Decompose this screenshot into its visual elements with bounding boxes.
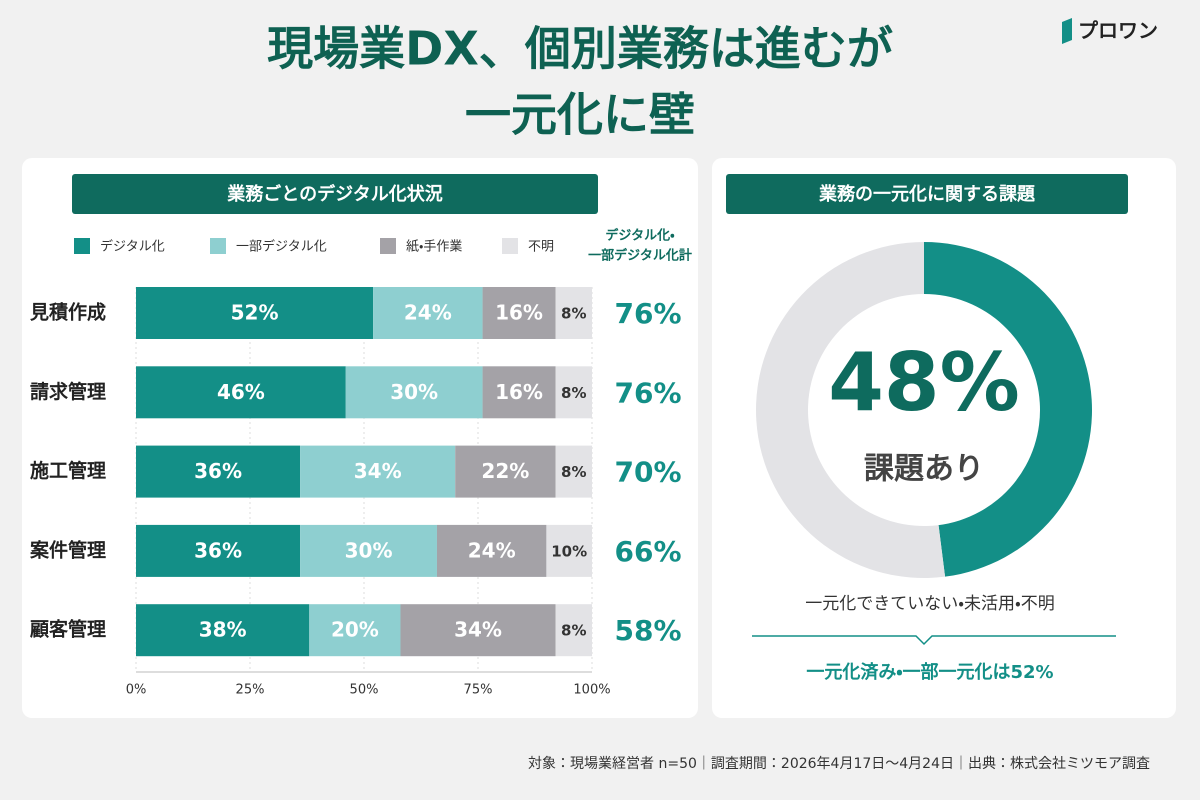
data-label: 34% [354,459,402,483]
bar-segment [482,287,556,339]
data-label: 8% [561,622,586,640]
bar-segment [300,445,456,498]
data-label: 34% [454,618,502,642]
x-tick-label: 25% [236,683,265,698]
category-label: 顧客管理 [30,618,106,641]
legend-label: デジタル化 [100,239,165,255]
bar-segment [345,366,483,419]
x-tick-label: 50% [350,683,379,698]
annotation: 一元化できていない・未活用・不明 [805,594,1055,614]
x-tick-label: 0% [126,683,147,698]
data-label: 16% [495,380,543,404]
donut-segment [924,242,1093,577]
data-label: 8% [561,305,586,323]
data-label: 24% [468,538,516,562]
legend-swatch [380,238,396,254]
bar-segment [136,287,374,339]
data-label: 30% [345,538,393,562]
bar-segment [482,366,556,419]
center-label: 課題あり [864,452,984,487]
legend-swatch [502,238,518,254]
bar-segment [136,604,310,657]
data-label: 24% [404,301,452,325]
chart-title: 業務ごとのデジタル化状況 [226,183,442,205]
total-label: 76% [614,376,681,409]
legend-swatch [210,238,226,254]
data-label: 16% [495,301,543,325]
panel-header [72,174,598,214]
bar-segment [300,524,437,577]
data-label: 52% [231,301,279,325]
panel-header [726,174,1128,214]
legend-swatch [74,238,90,254]
x-tick-label: 75% [464,683,493,698]
legend-label: 不明 [528,240,554,255]
bar-segment [309,604,401,657]
bar-segment [400,604,556,657]
logo-mark [1062,18,1072,44]
title-line: 一元化に壁 [465,88,695,142]
legend-label: 一部デジタル化 [236,239,327,255]
chart-title: 業務の一元化に関する課題 [818,183,1036,205]
bar-segment [136,445,301,498]
data-label: 8% [561,384,586,402]
bar-segment [436,524,547,577]
data-label: 10% [551,542,587,560]
annotation: 一元化済み・一部一元化は52% [806,661,1053,683]
bar-segment [373,287,483,339]
category-label: 施工管理 [30,459,106,482]
bar-segment [546,524,592,577]
bar-segment [136,366,346,419]
bar-segment [555,445,592,498]
total-label: 58% [614,614,681,647]
data-label: 36% [194,538,242,562]
data-label: 46% [217,380,265,404]
footer: 対象：現場業経営者 n=50｜調査期間：2026年4月17日～4月24日｜出典：… [528,756,1150,772]
bar-segment [555,604,592,657]
totals-header: デジタル化・ [605,228,675,244]
data-label: 30% [390,380,438,404]
category-label: 請求管理 [30,380,106,403]
category-label: 見積作成 [30,301,106,324]
logo: プロワン [1078,19,1158,43]
data-label: 36% [194,459,242,483]
totals-header: 一部デジタル化計 [588,248,692,264]
data-label: 38% [199,618,247,642]
data-label: 22% [481,459,529,483]
total-label: 66% [614,535,681,568]
data-label: 8% [561,463,586,481]
category-label: 案件管理 [29,538,106,561]
bar-segment [555,366,592,419]
bar-segment [455,445,556,498]
title-line: 現場業DX、個別業務は進むが [267,22,893,76]
bar-segment [555,287,592,339]
legend-label: 紙・手作業 [406,239,462,255]
donut-segment [756,242,946,578]
center-value: 48% [828,336,1019,429]
divider [752,635,1116,646]
total-label: 76% [614,297,681,330]
x-tick-label: 100% [573,683,610,698]
bar-segment [136,524,301,577]
data-label: 20% [331,618,379,642]
total-label: 70% [614,456,681,489]
